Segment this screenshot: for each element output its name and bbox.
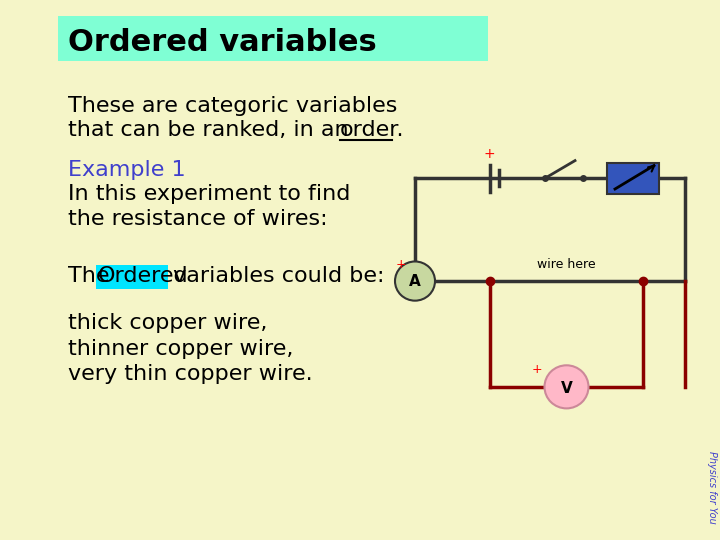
Text: The: The [68,266,117,286]
Text: the resistance of wires:: the resistance of wires: [68,208,328,228]
Text: +: + [531,363,542,376]
Text: order.: order. [340,120,405,140]
Text: +: + [483,147,495,160]
Circle shape [395,261,435,301]
Text: V: V [561,381,572,396]
Text: Ordered variables: Ordered variables [68,28,377,57]
Bar [96,265,168,289]
Text: In this experiment to find: In this experiment to find [68,184,351,204]
Text: +: + [396,258,406,271]
Bar [58,16,488,60]
Text: Physics for You: Physics for You [707,450,717,523]
Text: Example 1: Example 1 [68,160,186,180]
Text: Ordered: Ordered [98,266,189,286]
Text: thinner copper wire,: thinner copper wire, [68,339,293,359]
Text: variables could be:: variables could be: [166,266,384,286]
Text: wire here: wire here [537,258,596,271]
Text: A: A [409,274,421,288]
Text: These are categoric variables: These are categoric variables [68,96,397,116]
Text: that can be ranked, in an: that can be ranked, in an [68,120,356,140]
Text: very thin copper wire.: very thin copper wire. [68,364,312,384]
Text: thick copper wire,: thick copper wire, [68,313,267,333]
Bar [607,163,659,194]
Circle shape [544,365,588,408]
